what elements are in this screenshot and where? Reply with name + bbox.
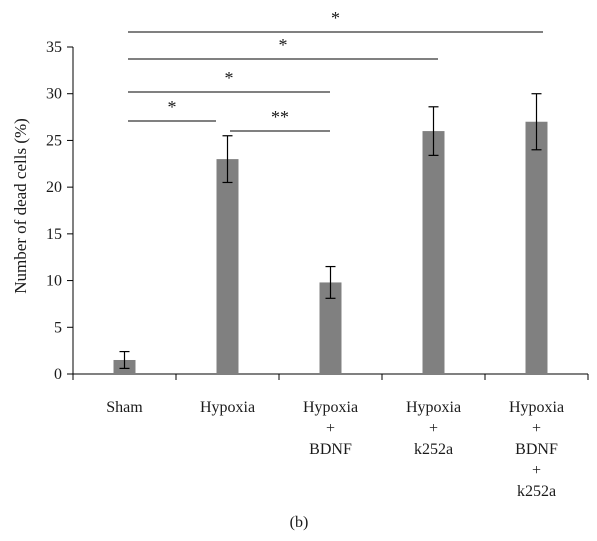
y-tick-label: 5 (54, 319, 62, 336)
bar (525, 121, 548, 374)
significance-label: * (331, 8, 340, 28)
y-tick-label: 25 (46, 132, 62, 149)
error-bars (119, 93, 542, 369)
y-tick-label: 15 (46, 226, 62, 243)
significance-label: * (279, 35, 288, 55)
x-tick-label-line: Hypoxia (200, 399, 255, 416)
x-tick-label: Hypoxia + BDNF + k252a (509, 399, 564, 500)
y-tick-label: 30 (46, 86, 62, 103)
x-tick-label-line: Hypoxia (509, 399, 564, 416)
x-tick-label-line: k252a (517, 483, 556, 500)
significance-label: * (225, 68, 234, 88)
x-tick-label-line: + (429, 420, 438, 437)
x-tick-label-line: + (532, 420, 541, 437)
x-tick-label-line: k252a (414, 441, 453, 458)
y-tick-label: 20 (46, 179, 62, 196)
x-tick-label: Hypoxia (200, 399, 255, 416)
x-tick-label-line: Hypoxia (406, 399, 461, 416)
x-tick-label: Hypoxia + BDNF (303, 399, 358, 458)
x-tick-label-line: BDNF (309, 441, 352, 458)
y-axis-label: Number of dead cells (%) (11, 118, 30, 294)
x-tick-label-line: Hypoxia (303, 399, 358, 416)
bars (113, 121, 548, 374)
significance-label: * (168, 97, 177, 117)
x-tick-label: Hypoxia + k252a (406, 399, 461, 458)
panel-label: (b) (290, 514, 309, 531)
significance-brackets: * ***** (128, 8, 543, 132)
x-tick-label-line: BDNF (515, 441, 558, 458)
bar (319, 282, 342, 374)
y-tick-label: 35 (46, 39, 62, 56)
y-axis: 0 5 10 15 20 25 30 35 (46, 39, 74, 383)
x-tick-label: Sham (106, 399, 143, 416)
bar (216, 159, 239, 374)
significance-label: ** (271, 107, 289, 127)
bar (422, 131, 445, 374)
x-tick-label-line: Sham (106, 399, 143, 416)
y-tick-label: 10 (46, 273, 62, 290)
x-tick-label-line: + (532, 462, 541, 479)
x-tick-label-line: + (326, 420, 335, 437)
y-tick-label: 0 (54, 366, 62, 383)
